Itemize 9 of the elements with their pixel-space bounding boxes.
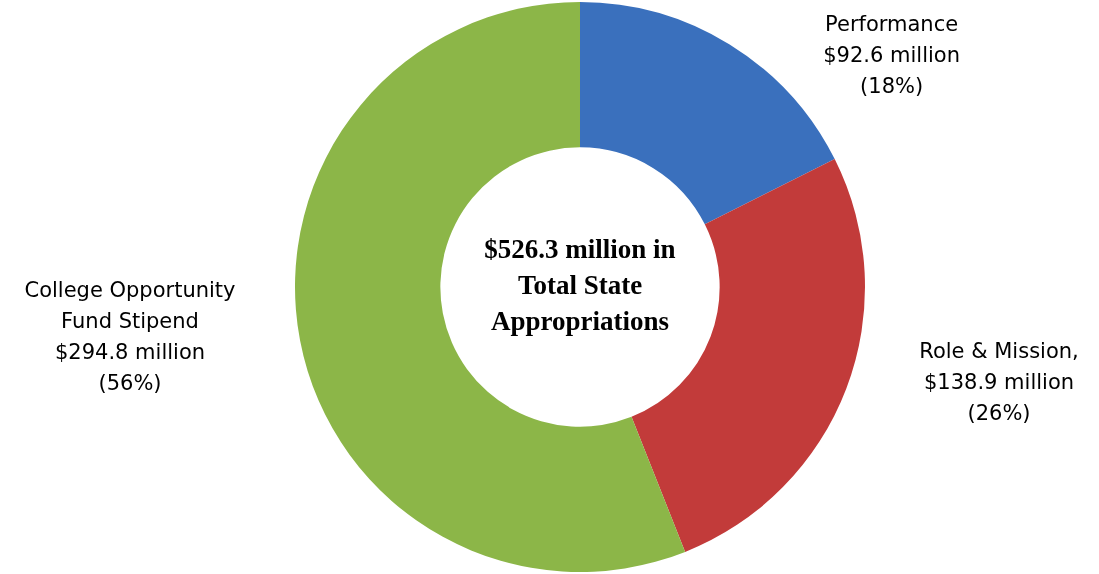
slice-label: Performance	[825, 12, 959, 37]
data-label: $294.8 million	[54, 339, 206, 364]
text: (18%)	[860, 74, 924, 99]
text: $526.3 million in Total State Appropriations	[484, 233, 676, 336]
data-label: $92.6 million	[823, 43, 960, 68]
text: (26%)	[967, 400, 1031, 425]
slice-label: Role & Mission, $138.9 million	[919, 338, 1079, 394]
text: (56%)	[98, 370, 162, 395]
slice-label: College Opportunity Fund Stipend	[24, 277, 236, 333]
